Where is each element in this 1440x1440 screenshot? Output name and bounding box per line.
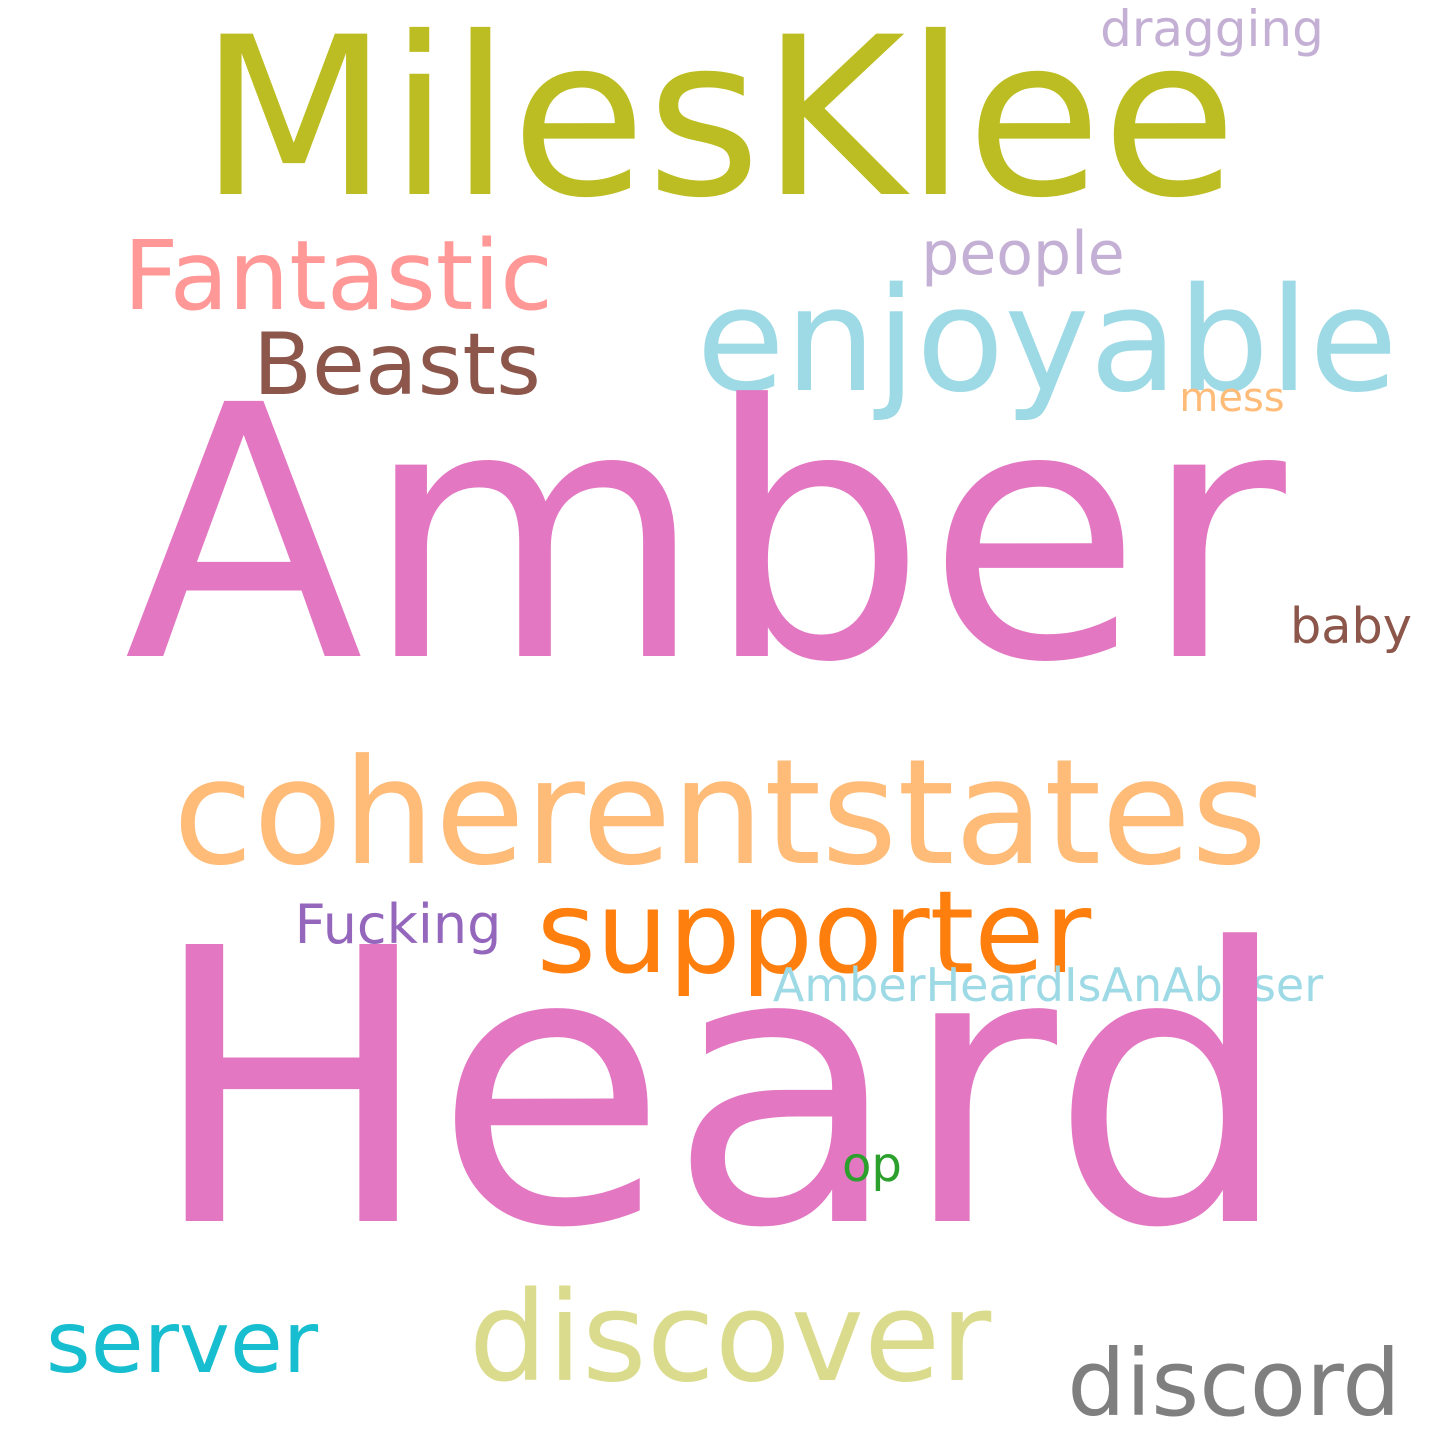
word-enjoyable: enjoyable xyxy=(696,256,1398,424)
word-amberheardisanabuser: AmberHeardIsAnAbuser xyxy=(772,958,1324,1012)
word-heard: Heard xyxy=(148,868,1292,1311)
word-coherentstates: coherentstates xyxy=(172,728,1268,898)
word-discover: discover xyxy=(468,1266,992,1410)
word-dragging: dragging xyxy=(1100,0,1324,58)
word-fantastic: Fantastic xyxy=(123,220,553,332)
word-op: op xyxy=(842,1137,902,1193)
word-people: people xyxy=(921,219,1125,289)
word-beasts: Beasts xyxy=(253,315,541,415)
word-supporter: supporter xyxy=(536,866,1092,999)
word-baby: baby xyxy=(1290,597,1412,656)
word-amber: Amber xyxy=(124,331,1286,739)
word-mileskle: MilesKlee xyxy=(198,0,1238,246)
word-discord: discord xyxy=(1067,1330,1401,1437)
word-server: server xyxy=(45,1293,319,1393)
word-mess: mess xyxy=(1179,375,1285,421)
word-fucking: Fucking xyxy=(294,893,502,956)
